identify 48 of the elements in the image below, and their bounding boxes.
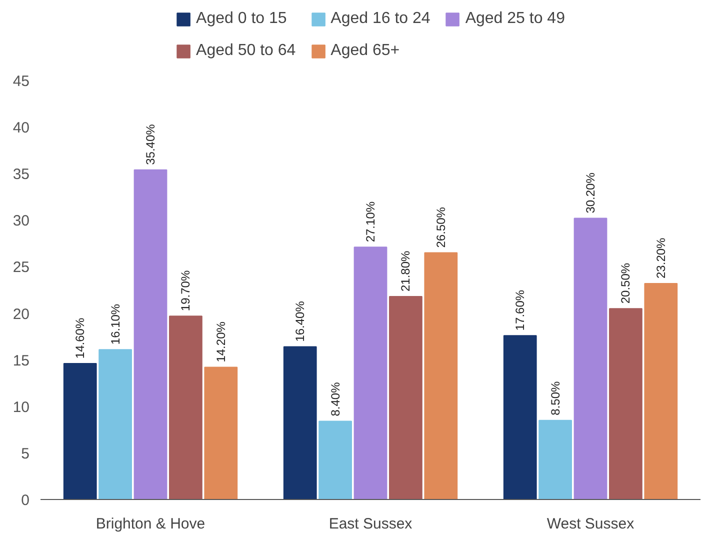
y-tick-label: 45 [12,73,30,90]
bar [283,346,317,500]
data-label: 23.20% [654,237,668,278]
y-tick-label: 25 [12,259,30,276]
x-tick-label: East Sussex [328,516,413,532]
data-label: 17.60% [513,290,528,331]
y-tick-label: 35 [12,166,30,184]
legend-label: Aged 25 to 49 [465,10,565,28]
data-label: 20.50% [618,262,633,304]
y-tick-label: 30 [12,212,30,230]
data-label: 16.10% [108,304,122,345]
bar [538,420,572,500]
y-tick-label: 15 [12,352,30,370]
data-label: 8.40% [328,382,342,416]
bar [134,169,168,500]
data-label: 14.60% [73,318,88,359]
bar [424,252,458,500]
data-label: 21.80% [398,250,413,292]
y-tick-label: 5 [21,445,30,462]
data-label: 30.20% [584,172,598,214]
x-tick-label: Brighton & Hove [96,516,206,532]
bar [318,420,352,500]
y-tick-label: 10 [12,398,30,416]
bar [609,308,642,500]
legend-label: Aged 65+ [330,42,400,60]
bar [98,349,132,500]
data-label: 8.50% [548,381,562,416]
data-label: 14.20% [214,321,228,362]
data-label: 19.70% [178,270,193,312]
legend-label: Aged 50 to 64 [196,42,296,60]
bar [574,218,608,500]
data-label: 27.10% [364,201,378,242]
bar [63,363,97,500]
bar [204,366,238,500]
data-label: 35.40% [144,124,158,165]
bar [169,316,202,500]
y-tick-label: 20 [12,306,30,323]
data-label: 26.50% [434,206,448,248]
bar [503,335,537,500]
bar [644,282,678,500]
data-label: 16.40% [293,300,308,342]
legend-label: Aged 16 to 24 [330,10,430,28]
y-tick-label: 0 [21,492,30,509]
y-tick-label: 40 [12,120,30,137]
bar [389,296,422,500]
bar [354,246,388,500]
x-tick-label: West Sussex [546,516,635,532]
legend-label: Aged 0 to 15 [196,10,287,28]
